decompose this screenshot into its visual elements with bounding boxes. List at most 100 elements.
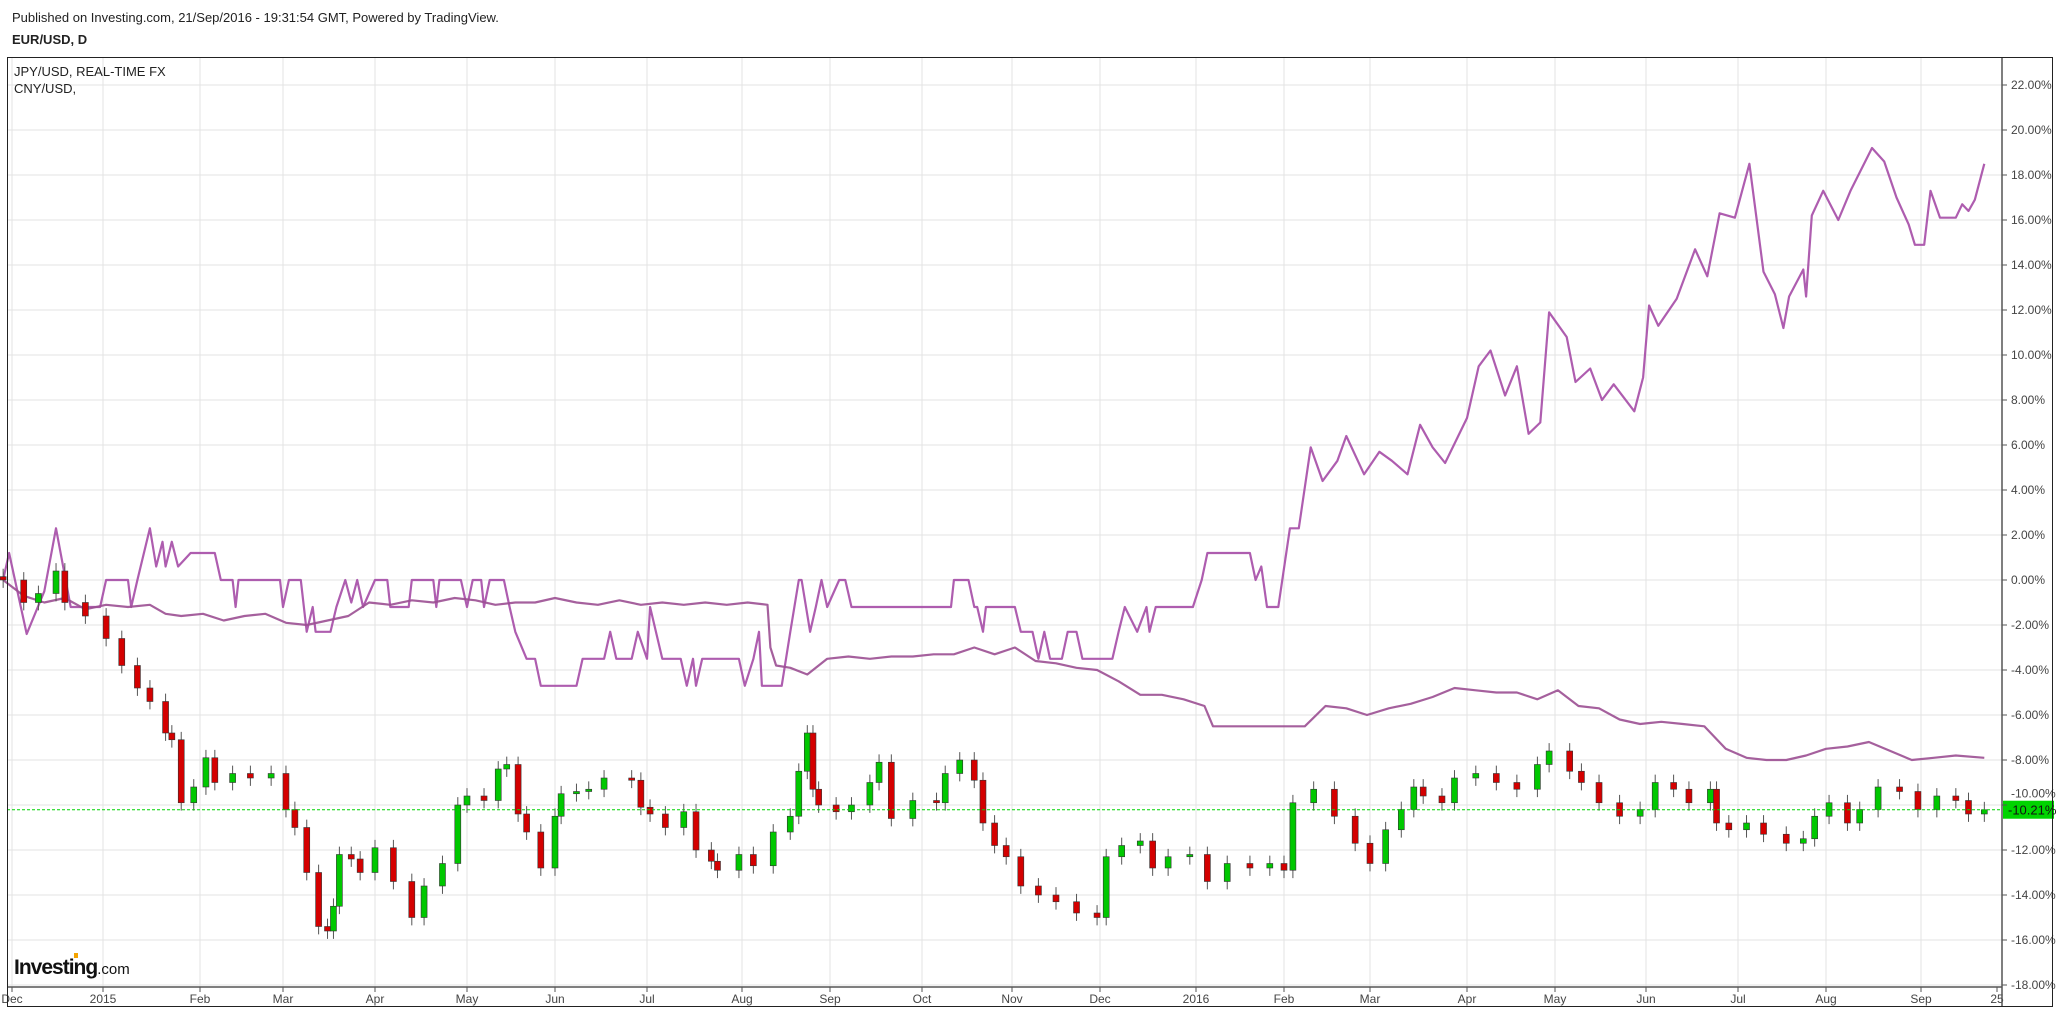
candle[interactable] (1397, 801, 1405, 838)
candle[interactable] (1595, 774, 1603, 811)
candle[interactable] (347, 846, 355, 867)
candle[interactable] (20, 572, 28, 611)
candle[interactable] (1331, 781, 1338, 825)
candle[interactable] (1651, 774, 1659, 818)
candle[interactable] (494, 761, 502, 809)
candle[interactable] (330, 898, 337, 939)
candle[interactable] (168, 725, 176, 748)
candle[interactable] (933, 792, 940, 811)
candle[interactable] (956, 752, 964, 782)
candle[interactable] (211, 749, 219, 791)
candle[interactable] (134, 657, 141, 696)
candle[interactable] (1844, 794, 1851, 831)
candle[interactable] (82, 594, 89, 624)
candle[interactable] (637, 772, 645, 816)
candle[interactable] (267, 765, 275, 786)
candle[interactable] (1760, 815, 1767, 843)
candle[interactable] (336, 846, 343, 915)
candle[interactable] (177, 731, 185, 811)
candle[interactable] (408, 873, 416, 926)
candle[interactable] (786, 808, 794, 840)
candle[interactable] (118, 630, 126, 674)
candle[interactable] (371, 839, 379, 881)
candle[interactable] (551, 808, 559, 876)
candle[interactable] (1685, 781, 1693, 811)
candle[interactable] (537, 824, 545, 876)
candle[interactable] (1578, 763, 1585, 791)
candle[interactable] (356, 851, 364, 881)
candle[interactable] (1246, 855, 1254, 876)
candle[interactable] (735, 846, 743, 879)
candle[interactable] (420, 878, 428, 926)
candle[interactable] (628, 770, 635, 789)
candle[interactable] (1545, 743, 1553, 773)
candle[interactable] (1351, 808, 1359, 852)
candle[interactable] (1534, 756, 1541, 798)
candle[interactable] (439, 855, 446, 894)
candle[interactable] (573, 783, 580, 802)
candle[interactable] (503, 756, 511, 777)
candle[interactable] (1743, 815, 1750, 838)
candle[interactable] (1419, 779, 1427, 804)
candle[interactable] (1896, 779, 1903, 800)
legend-cny-usd[interactable]: CNY/USD, (14, 81, 77, 96)
candle[interactable] (832, 797, 840, 820)
candle[interactable] (1952, 788, 1960, 809)
candle[interactable] (979, 772, 987, 831)
candle[interactable] (585, 781, 593, 800)
candle[interactable] (1164, 848, 1172, 876)
candle[interactable] (247, 765, 254, 786)
candle[interactable] (692, 803, 700, 858)
investing-logo[interactable]: Investing.com (14, 953, 130, 980)
candle[interactable] (390, 839, 397, 890)
candle[interactable] (750, 846, 757, 874)
candle[interactable] (1223, 855, 1231, 890)
candle[interactable] (1965, 792, 1972, 822)
candle[interactable] (662, 806, 669, 836)
candle[interactable] (229, 765, 236, 791)
candle[interactable] (941, 765, 949, 811)
candle[interactable] (1310, 781, 1317, 811)
candle[interactable] (1725, 815, 1733, 838)
candle[interactable] (1073, 893, 1080, 921)
candle[interactable] (714, 853, 721, 879)
legend-jpy-usd[interactable]: JPY/USD, REAL-TIME FX (14, 64, 166, 79)
candle[interactable] (1052, 887, 1060, 910)
candle[interactable] (557, 785, 565, 825)
candle[interactable] (1472, 765, 1480, 786)
candle[interactable] (202, 749, 210, 795)
candle[interactable] (1670, 774, 1677, 798)
candle[interactable] (102, 608, 110, 647)
candle[interactable] (1093, 905, 1101, 926)
candle[interactable] (1451, 770, 1458, 811)
candle[interactable] (1186, 846, 1194, 865)
candle[interactable] (523, 806, 530, 840)
candle[interactable] (1149, 833, 1156, 876)
candle[interactable] (1289, 794, 1297, 879)
candle[interactable] (809, 725, 817, 798)
candle[interactable] (708, 842, 715, 870)
candle[interactable] (303, 819, 311, 881)
candle[interactable] (146, 680, 154, 710)
candle[interactable] (0, 568, 7, 588)
candle[interactable] (1438, 788, 1446, 811)
candle[interactable] (680, 803, 688, 836)
candle[interactable] (646, 799, 654, 822)
line-cny-usd[interactable] (2, 579, 1985, 762)
candle[interactable] (35, 585, 42, 611)
candle[interactable] (514, 756, 522, 822)
candle[interactable] (52, 563, 60, 602)
candle[interactable] (815, 781, 822, 813)
candle[interactable] (848, 797, 855, 820)
candle[interactable] (190, 779, 198, 811)
candle[interactable] (1204, 846, 1211, 890)
candle[interactable] (1782, 826, 1790, 852)
candle[interactable] (282, 765, 290, 818)
candle[interactable] (888, 754, 895, 827)
candle[interactable] (1118, 837, 1125, 865)
candle[interactable] (463, 788, 471, 813)
candle[interactable] (1002, 837, 1010, 865)
candle[interactable] (1933, 788, 1941, 818)
candle[interactable] (970, 752, 978, 789)
